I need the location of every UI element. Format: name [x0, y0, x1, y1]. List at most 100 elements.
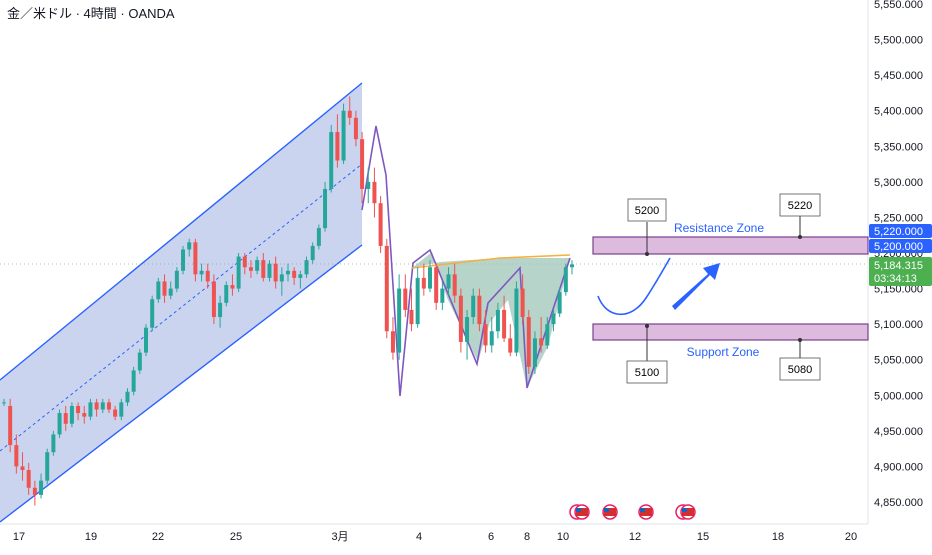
- candle-body[interactable]: [434, 267, 439, 303]
- resistance-zone-box[interactable]: [592, 236, 869, 255]
- candle-body[interactable]: [20, 466, 25, 470]
- candle-body[interactable]: [316, 228, 321, 246]
- candle-body[interactable]: [211, 281, 216, 318]
- candle-body[interactable]: [57, 413, 62, 435]
- candle-body[interactable]: [471, 295, 476, 318]
- candle-body[interactable]: [162, 281, 167, 296]
- candle-body[interactable]: [82, 413, 87, 417]
- candle-body[interactable]: [310, 245, 315, 261]
- candle-body[interactable]: [335, 132, 340, 161]
- candle-body[interactable]: [236, 256, 241, 289]
- candle-body[interactable]: [323, 188, 328, 229]
- candle-body[interactable]: [242, 256, 247, 268]
- channel-upper-line[interactable]: [0, 82, 363, 381]
- candle-body[interactable]: [174, 270, 179, 289]
- candle-body[interactable]: [489, 331, 494, 346]
- candle-body[interactable]: [390, 331, 395, 353]
- candle-body[interactable]: [150, 299, 155, 328]
- candle-body[interactable]: [205, 270, 210, 282]
- candle-body[interactable]: [144, 327, 148, 353]
- candle-body[interactable]: [106, 402, 111, 410]
- candle-body[interactable]: [69, 405, 74, 424]
- candle-body[interactable]: [545, 324, 550, 346]
- neckline[interactable]: [411, 254, 571, 269]
- candle-body[interactable]: [440, 288, 445, 303]
- candle-body[interactable]: [32, 487, 37, 495]
- candle-body[interactable]: [557, 292, 562, 314]
- candle-body[interactable]: [483, 324, 488, 346]
- candle-body[interactable]: [248, 267, 253, 271]
- candle-body[interactable]: [360, 139, 365, 189]
- us-event-icon[interactable]: [602, 504, 618, 520]
- candle-body[interactable]: [428, 267, 432, 289]
- candle-body[interactable]: [421, 277, 426, 289]
- us-event-icon[interactable]: [638, 504, 654, 520]
- candle-body[interactable]: [526, 317, 531, 367]
- candle-body[interactable]: [452, 274, 457, 296]
- candle-body[interactable]: [218, 302, 223, 318]
- candle-body[interactable]: [495, 309, 500, 332]
- candle-body[interactable]: [100, 402, 105, 410]
- candle-body[interactable]: [119, 402, 124, 417]
- candle-body[interactable]: [255, 260, 260, 271]
- time-axis-labels[interactable]: 17 19 22 25 3月 4 6 8 10 12 15 18 20: [13, 531, 857, 543]
- candle-body[interactable]: [298, 274, 303, 278]
- candle-body[interactable]: [329, 132, 334, 189]
- candle-body[interactable]: [372, 181, 377, 204]
- support-zone-box[interactable]: [592, 323, 869, 341]
- candle-body[interactable]: [187, 242, 192, 250]
- candle-body[interactable]: [131, 370, 136, 392]
- candle-body[interactable]: [514, 288, 519, 353]
- candle-body[interactable]: [193, 242, 198, 275]
- candle-body[interactable]: [94, 402, 99, 410]
- candle-body[interactable]: [502, 309, 507, 339]
- candle-body[interactable]: [76, 405, 81, 414]
- candle-body[interactable]: [156, 281, 161, 300]
- candle-body[interactable]: [366, 181, 371, 189]
- candle-body[interactable]: [415, 277, 420, 325]
- bullish-arrow-icon[interactable]: [672, 263, 720, 310]
- candle-body[interactable]: [384, 245, 389, 332]
- candle-body[interactable]: [292, 270, 297, 278]
- candle-body[interactable]: [570, 264, 574, 268]
- candle-body[interactable]: [14, 445, 19, 467]
- candle-body[interactable]: [8, 405, 13, 446]
- resistance-zone[interactable]: Resistance Zone 5200 5220: [592, 193, 869, 256]
- economic-events[interactable]: [569, 504, 696, 520]
- candle-body[interactable]: [137, 352, 142, 371]
- candle-body[interactable]: [199, 270, 204, 275]
- candle-body[interactable]: [347, 110, 352, 118]
- projection-curve[interactable]: [597, 257, 671, 316]
- candle-body[interactable]: [458, 295, 463, 342]
- candle-body[interactable]: [353, 117, 358, 140]
- candle-body[interactable]: [181, 249, 186, 271]
- candle-body[interactable]: [341, 110, 346, 161]
- candle-body[interactable]: [261, 260, 266, 278]
- candle-body[interactable]: [446, 274, 451, 289]
- candle-body[interactable]: [267, 263, 272, 278]
- candle-body[interactable]: [2, 402, 6, 404]
- candle-body[interactable]: [532, 338, 537, 367]
- candle-body[interactable]: [113, 409, 118, 417]
- candle-body[interactable]: [520, 288, 525, 318]
- candle-body[interactable]: [45, 452, 50, 481]
- candle-body[interactable]: [168, 288, 173, 296]
- candle-body[interactable]: [26, 469, 31, 488]
- support-zone[interactable]: Support Zone 5100 5080: [592, 323, 869, 384]
- channel-lower-line[interactable]: [0, 244, 363, 523]
- candle-body[interactable]: [551, 313, 556, 325]
- ascending-channel[interactable]: [0, 82, 363, 523]
- candle-body[interactable]: [63, 413, 68, 424]
- candle-body[interactable]: [539, 338, 544, 346]
- us-event-icon[interactable]: [675, 504, 696, 520]
- candle-body[interactable]: [378, 203, 383, 246]
- candle-body[interactable]: [279, 274, 284, 282]
- candle-body[interactable]: [508, 338, 513, 353]
- candle-body[interactable]: [125, 391, 130, 403]
- candle-body[interactable]: [273, 263, 278, 282]
- us-event-icon[interactable]: [569, 504, 590, 520]
- candle-body[interactable]: [304, 260, 309, 275]
- candle-body[interactable]: [477, 295, 482, 325]
